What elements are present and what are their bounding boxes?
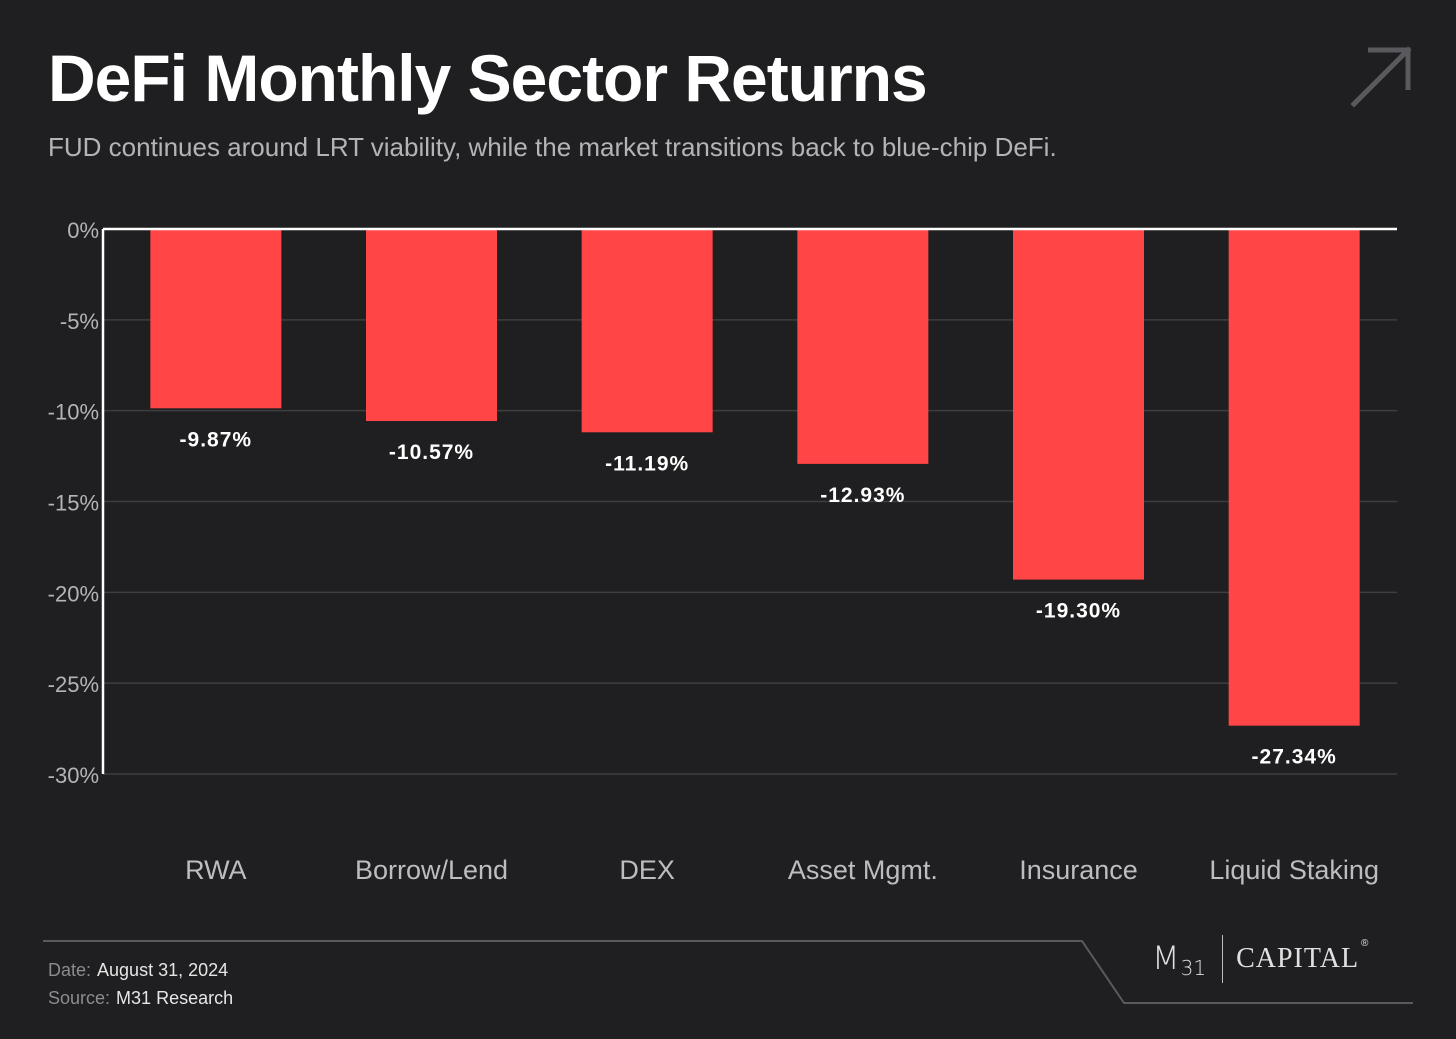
- bar: [797, 229, 929, 464]
- data-label: -12.93%: [820, 484, 905, 507]
- y-tick-label: -15%: [48, 491, 99, 516]
- bar: [366, 229, 497, 422]
- bar: [1228, 229, 1360, 726]
- y-tick-label: -25%: [48, 672, 99, 697]
- data-label: -11.19%: [605, 452, 689, 475]
- bar: [581, 229, 713, 433]
- x-category-label: Asset Mgmt.: [788, 855, 938, 885]
- x-category-label: Borrow/Lend: [355, 855, 508, 885]
- bar: [150, 229, 282, 409]
- chart-title: DeFi Monthly Sector Returns: [48, 41, 928, 115]
- arrow-up-right-icon: [1350, 46, 1412, 108]
- logo-name: CAPITAL: [1236, 943, 1360, 974]
- bar: [1013, 229, 1144, 580]
- y-tick-label: -20%: [48, 581, 99, 606]
- axes: [101, 227, 1397, 774]
- logo-registered: ®: [1361, 937, 1369, 949]
- x-category-label: RWA: [185, 855, 247, 885]
- footer-date: Date: August 31, 2024: [48, 960, 228, 981]
- data-label: -27.34%: [1252, 746, 1337, 769]
- bars: [150, 229, 1360, 726]
- data-label: -9.87%: [180, 428, 253, 451]
- y-tick-label: -5%: [60, 309, 99, 334]
- m31-capital-logo: M31 CAPITAL ®: [1152, 934, 1368, 984]
- y-tick-label: 0%: [67, 218, 99, 243]
- grid-lines: [103, 319, 1397, 775]
- source-label: Source:: [48, 988, 111, 1008]
- logo-mark: M31: [1152, 938, 1207, 980]
- labels: 0% -5% -10% -15% -20% -25% -30% -9.87% RWA -10.57…: [48, 218, 1379, 885]
- x-category-label: Insurance: [1019, 855, 1138, 885]
- source-value: M31 Research: [116, 988, 234, 1008]
- chart-subtitle: FUD continues around LRT viability, whil…: [48, 132, 1057, 162]
- y-tick-label: -30%: [48, 763, 99, 788]
- y-tick-label: -10%: [48, 400, 99, 425]
- x-category-label: DEX: [619, 855, 675, 885]
- data-label: -10.57%: [389, 441, 474, 464]
- date-label: Date:: [48, 960, 92, 980]
- logo-separator: [1222, 935, 1224, 983]
- bar-chart: 0% -5% -10% -15% -20% -25% -30% -9.87% RWA -10.57…: [48, 218, 1397, 885]
- date-value: August 31, 2024: [97, 960, 229, 980]
- data-label: -19.30%: [1036, 600, 1121, 623]
- x-category-label: Liquid Staking: [1209, 855, 1379, 885]
- footer-source: Source: M31 Research: [48, 988, 233, 1009]
